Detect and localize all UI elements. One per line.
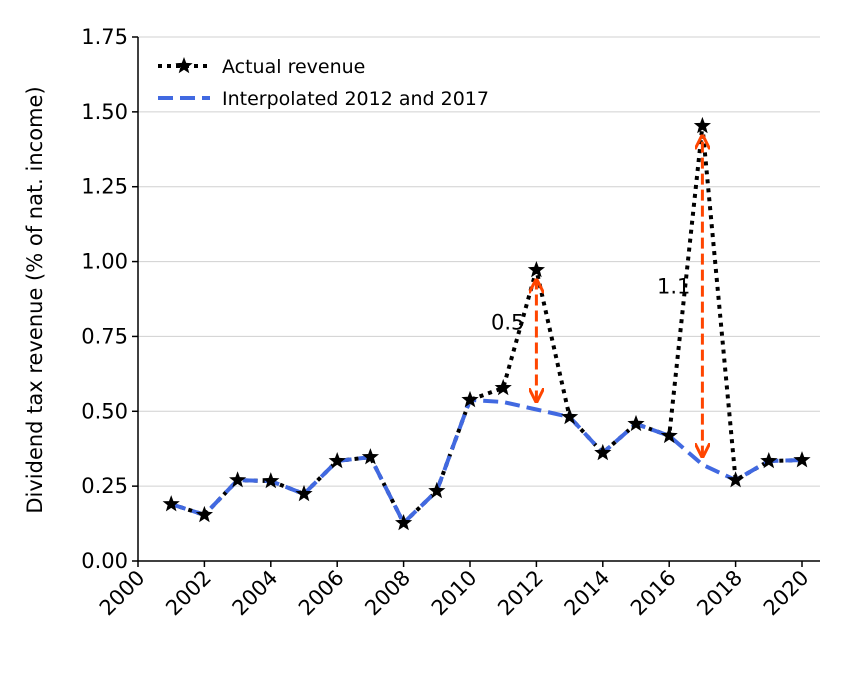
- x-tick-label: 2002: [161, 566, 216, 621]
- y-tick-label: 0.25: [81, 474, 128, 498]
- x-tick-label: 2004: [228, 566, 283, 621]
- x-tick-label: 2008: [360, 566, 415, 621]
- y-axis-label: Dividend tax revenue (% of nat. income): [23, 86, 47, 513]
- data-point-actual: [461, 390, 479, 408]
- data-point-actual: [693, 116, 711, 134]
- data-point-actual: [428, 481, 446, 499]
- data-point-actual: [561, 408, 579, 425]
- x-tick-label: 2012: [493, 566, 548, 621]
- legend-star-icon: [175, 57, 193, 74]
- x-tick-label: 2000: [95, 566, 150, 621]
- x-tick-label: 2020: [759, 566, 814, 621]
- data-point-actual: [760, 452, 778, 469]
- x-tick-label: 2016: [626, 566, 681, 621]
- y-tick-label: 0.50: [81, 399, 128, 423]
- legend-label-actual: Actual revenue: [222, 56, 365, 78]
- data-point-actual: [395, 514, 413, 531]
- data-point-actual: [195, 505, 213, 523]
- y-tick-label: 1.75: [81, 25, 128, 49]
- data-point-actual: [793, 451, 811, 468]
- annotation-label: 1.1: [657, 274, 690, 298]
- data-point-actual: [727, 471, 745, 488]
- data-point-actual: [229, 471, 247, 488]
- series-interpolated-line: [170, 397, 803, 527]
- data-point-actual: [527, 261, 545, 278]
- x-tick-label: 2010: [427, 566, 482, 621]
- data-point-actual: [494, 378, 512, 396]
- data-point-actual: [660, 426, 678, 444]
- data-point-actual: [594, 443, 612, 461]
- y-tick-label: 1.25: [81, 175, 128, 199]
- y-tick-label: 0.00: [81, 549, 128, 573]
- x-tick-label: 2006: [294, 566, 349, 621]
- data-point-actual: [162, 495, 180, 512]
- legend-label-interpolated: Interpolated 2012 and 2017: [222, 88, 489, 110]
- data-point-actual: [627, 414, 645, 432]
- y-tick-label: 1.00: [81, 250, 128, 274]
- data-point-actual: [328, 452, 346, 469]
- series-actual-line: [170, 125, 803, 527]
- data-point-actual: [295, 484, 313, 502]
- y-tick-label: 0.75: [81, 324, 128, 348]
- data-point-actual: [361, 448, 379, 465]
- annotation-label: 0.5: [491, 311, 524, 335]
- y-tick-label: 1.50: [81, 100, 128, 124]
- data-point-actual: [262, 472, 280, 489]
- x-tick-label: 2018: [692, 566, 747, 621]
- x-tick-label: 2014: [560, 566, 615, 621]
